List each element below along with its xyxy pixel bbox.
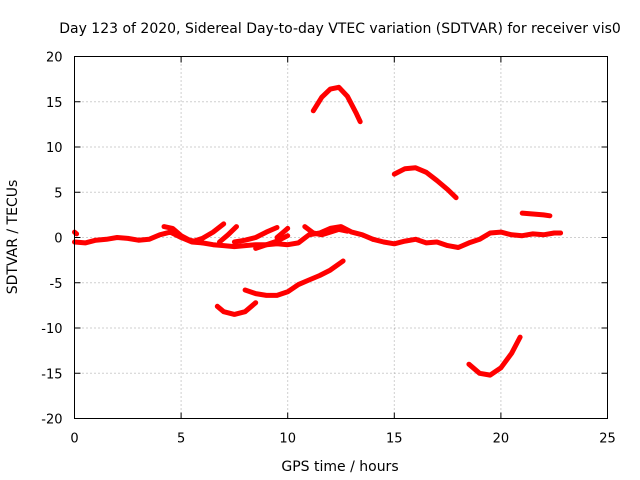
y-tick-label: -20 [41, 413, 62, 428]
series-arc-15 [214, 300, 259, 317]
series-arc-14 [519, 210, 553, 219]
series-arc-11 [302, 224, 350, 238]
series-arc-baseline-3 [370, 229, 564, 250]
y-tick-label: -10 [41, 322, 62, 337]
y-tick-label: -5 [50, 277, 63, 292]
y-tick-label: 20 [46, 51, 63, 66]
chart-title: Day 123 of 2020, Sidereal Day-to-day VTE… [59, 21, 621, 37]
y-axis-label: SDTVAR / TECUs [5, 180, 21, 295]
y-tick-label: 0 [54, 232, 62, 247]
x-tick-label: 25 [599, 432, 616, 447]
x-axis-label: GPS time / hours [281, 459, 398, 475]
axis-ticks: 0 5 10 15 20 25 -20 -15 -10 -5 0 5 10 15 20 [41, 51, 616, 447]
series-arc-9 [253, 233, 291, 251]
y-tick-label: 10 [46, 141, 63, 156]
series-arc-10 [274, 225, 291, 240]
series-arc-8 [231, 225, 280, 245]
y-tick-label: 5 [54, 186, 62, 201]
series-arc-12 [310, 84, 363, 125]
x-tick-label: 0 [70, 432, 78, 447]
series-arc-13 [391, 165, 459, 201]
y-tick-label: -15 [41, 367, 62, 382]
series-arc-7 [217, 224, 239, 245]
series-arc-16 [242, 258, 346, 298]
x-tick-label: 5 [177, 432, 185, 447]
data-series [72, 84, 564, 378]
x-tick-label: 15 [386, 432, 403, 447]
series-arc-17 [466, 334, 523, 378]
series-arc-6 [191, 221, 227, 244]
x-tick-label: 10 [279, 432, 296, 447]
y-tick-label: 15 [46, 96, 63, 111]
x-tick-label: 20 [493, 432, 510, 447]
plot-frame [74, 56, 608, 419]
